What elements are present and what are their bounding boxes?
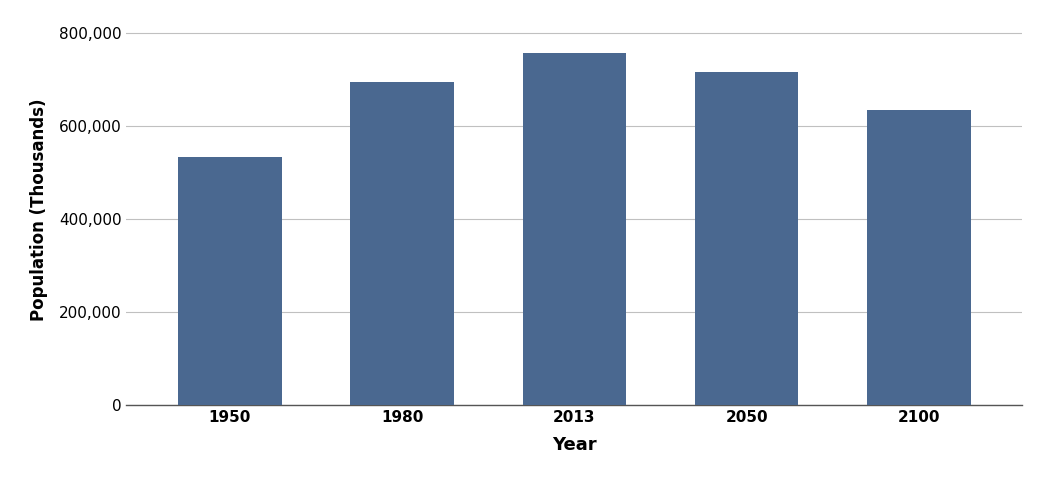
Bar	[350, 82, 454, 405]
Bar	[695, 73, 799, 405]
Y-axis label: Population (Thousands): Population (Thousands)	[30, 99, 47, 321]
Bar	[523, 53, 626, 405]
Bar	[867, 110, 971, 405]
Bar	[178, 157, 281, 405]
X-axis label: Year: Year	[552, 436, 597, 454]
